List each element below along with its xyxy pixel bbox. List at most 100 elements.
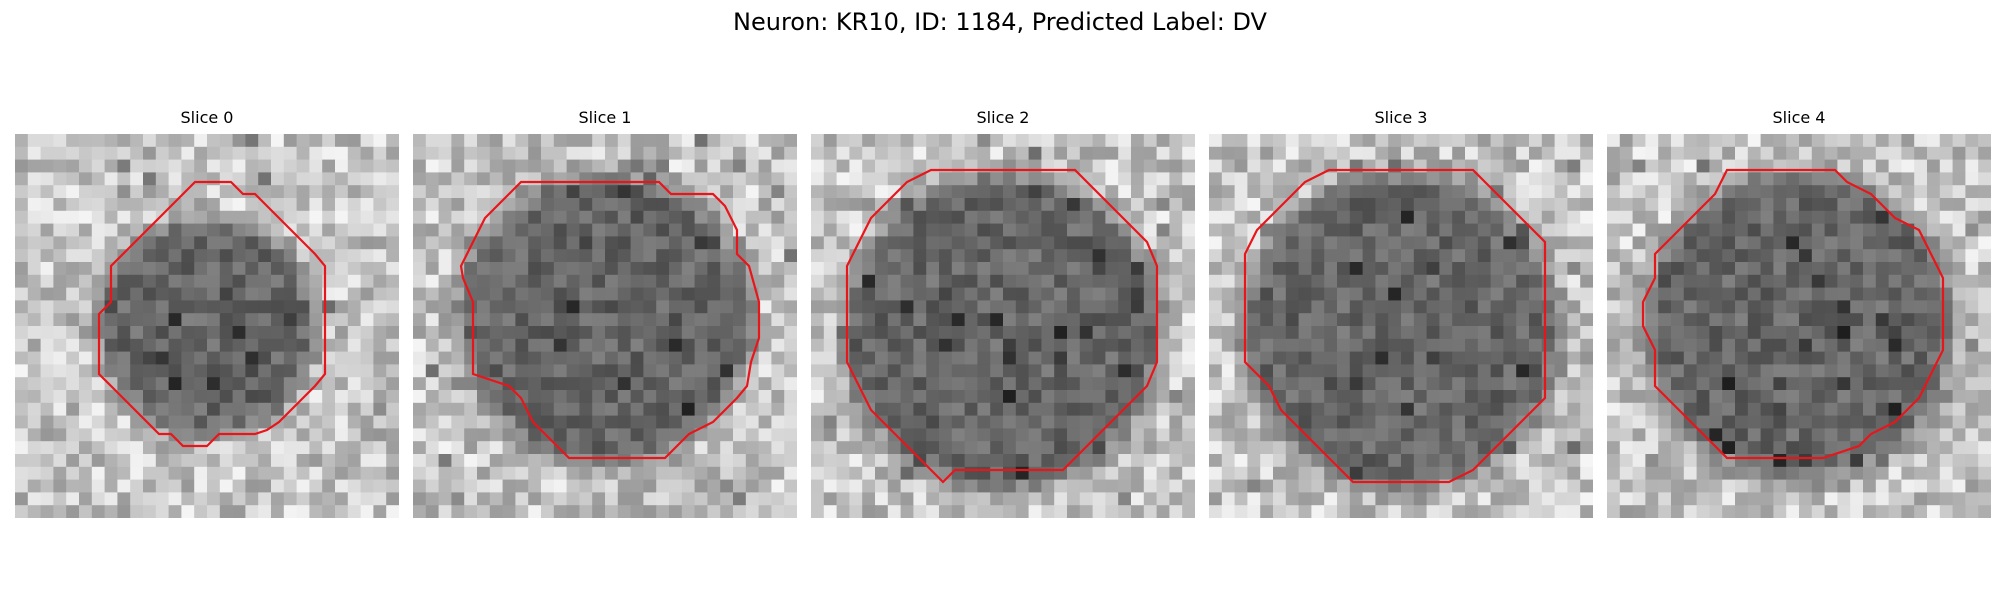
pixel (104, 338, 118, 352)
pixel (1169, 415, 1183, 429)
pixel (1067, 223, 1081, 237)
pixel (40, 159, 54, 173)
pixel (1722, 415, 1736, 429)
pixel (541, 313, 555, 327)
pixel (489, 428, 503, 442)
pixel (335, 146, 349, 160)
pixel (360, 236, 374, 250)
pixel (1131, 300, 1145, 314)
pixel (1632, 134, 1646, 148)
pixel (1118, 428, 1132, 442)
pixel (1273, 262, 1287, 276)
pixel (1118, 274, 1132, 288)
pixel (40, 364, 54, 378)
pixel (1875, 185, 1889, 199)
pixel (1875, 223, 1889, 237)
pixel (733, 415, 747, 429)
pixel (1696, 159, 1710, 173)
pixel (1054, 338, 1068, 352)
pixel (617, 338, 631, 352)
pixel (1452, 351, 1466, 365)
pixel (360, 274, 374, 288)
pixel (1503, 159, 1517, 173)
pixel (1182, 441, 1195, 455)
pixel (425, 159, 439, 173)
pixel (592, 274, 606, 288)
pixel (155, 185, 169, 199)
pixel (1092, 505, 1106, 518)
pixel (1824, 351, 1838, 365)
pixel (1413, 146, 1427, 160)
pixel (541, 377, 555, 391)
pixel (1952, 492, 1966, 506)
pixel (1580, 313, 1593, 327)
pixel (1811, 428, 1825, 442)
pixel (219, 198, 233, 212)
pixel (720, 274, 734, 288)
pixel (1156, 198, 1170, 212)
pixel (207, 479, 221, 493)
pixel (15, 274, 29, 288)
pixel (1362, 262, 1376, 276)
pixel (1169, 198, 1183, 212)
pixel (413, 236, 427, 250)
pixel (875, 377, 889, 391)
pixel (1388, 364, 1402, 378)
pixel (630, 185, 644, 199)
pixel (784, 402, 797, 416)
pixel (1477, 236, 1491, 250)
pixel (1105, 505, 1119, 518)
pixel (720, 198, 734, 212)
pixel (694, 198, 708, 212)
pixel (1709, 134, 1723, 148)
pixel (232, 390, 246, 404)
pixel (1067, 274, 1081, 288)
pixel (1439, 185, 1453, 199)
pixel (1888, 338, 1902, 352)
pixel (1465, 492, 1479, 506)
pixel (1260, 287, 1274, 301)
pixel (1658, 172, 1672, 186)
pixel (1298, 287, 1312, 301)
pixel (964, 338, 978, 352)
pixel (104, 146, 118, 160)
pixel (1580, 146, 1593, 160)
pixel (489, 210, 503, 224)
pixel (1901, 159, 1915, 173)
pixel (1324, 185, 1338, 199)
pixel (1824, 287, 1838, 301)
pixel (605, 492, 619, 506)
pixel (1285, 428, 1299, 442)
pixel (939, 300, 953, 314)
pixel (1914, 338, 1928, 352)
pixel (1260, 479, 1274, 493)
pixel (1952, 454, 1966, 468)
pixel (194, 351, 208, 365)
pixel (1362, 338, 1376, 352)
pixel (849, 338, 863, 352)
pixel (425, 172, 439, 186)
pixel (1939, 300, 1953, 314)
pixel (1554, 249, 1568, 263)
pixel (1658, 454, 1672, 468)
pixel (1015, 172, 1029, 186)
pixel (194, 454, 208, 468)
pixel (669, 466, 683, 480)
pixel (1413, 185, 1427, 199)
pixel (1837, 146, 1851, 160)
pixel (360, 159, 374, 173)
pixel (207, 428, 221, 442)
pixel (1799, 249, 1813, 263)
pixel (194, 313, 208, 327)
pixel (1607, 236, 1621, 250)
pixel (553, 249, 567, 263)
pixel (1516, 441, 1530, 455)
pixel (913, 415, 927, 429)
pixel (438, 351, 452, 365)
pixel (1747, 492, 1761, 506)
pixel (630, 415, 644, 429)
pixel (104, 313, 118, 327)
pixel (477, 198, 491, 212)
pixel (413, 454, 427, 468)
pixel (373, 479, 387, 493)
